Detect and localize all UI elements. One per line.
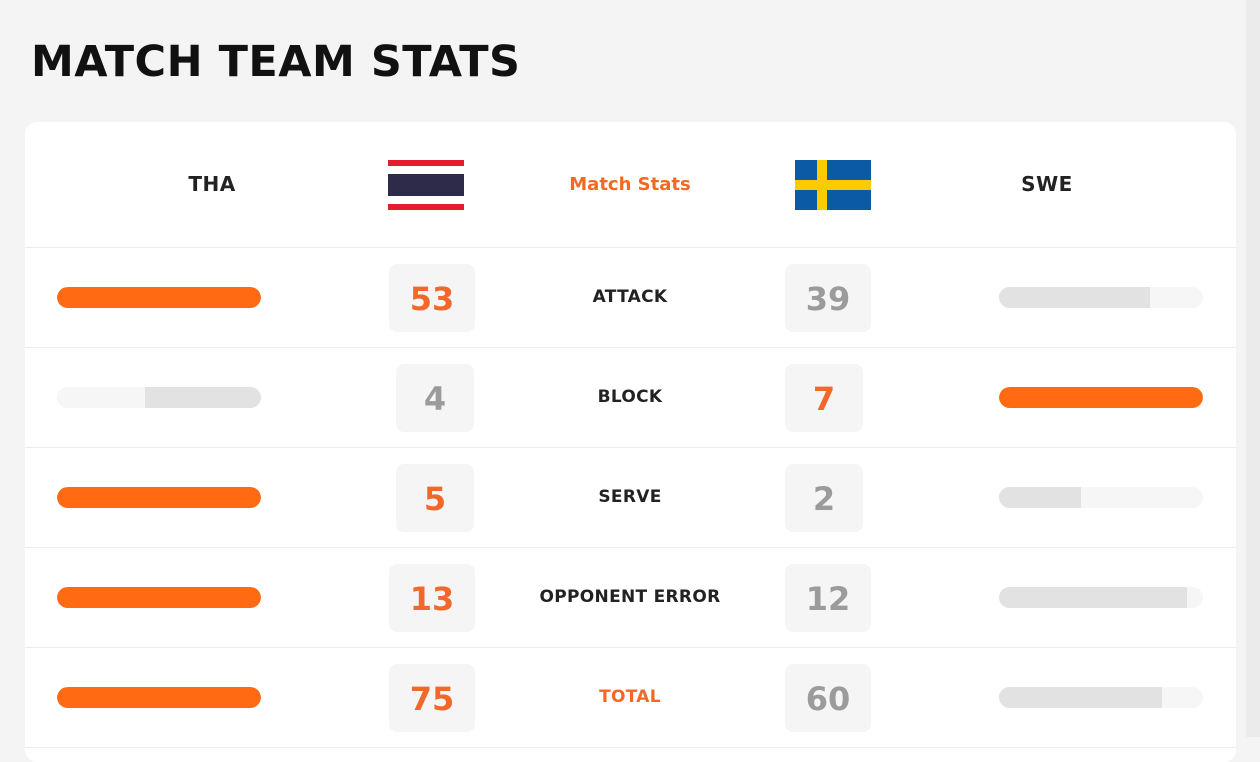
away-stat-bar bbox=[999, 287, 1203, 308]
home-stat-bar bbox=[57, 387, 261, 408]
team-stats-card: THA Match Stats SWE 53 ATTACK 39 4 BLOCK 7 5 SE… bbox=[25, 122, 1236, 762]
stats-header: THA Match Stats SWE bbox=[25, 122, 1236, 248]
stat-row: 75 TOTAL 60 bbox=[25, 648, 1236, 748]
home-stat-bar bbox=[57, 587, 261, 608]
home-stat-value: 75 bbox=[389, 664, 475, 732]
away-team-code: SWE bbox=[1021, 172, 1073, 196]
away-stat-bar bbox=[999, 487, 1203, 508]
stat-row: 53 ATTACK 39 bbox=[25, 248, 1236, 348]
away-stat-bar bbox=[999, 587, 1203, 608]
away-stat-bar-fill bbox=[999, 687, 1162, 708]
page-edge-divider bbox=[1246, 0, 1260, 737]
home-stat-bar-fill bbox=[57, 487, 261, 508]
away-stat-bar-fill bbox=[999, 387, 1203, 408]
home-stat-value: 4 bbox=[396, 364, 474, 432]
home-stat-value: 5 bbox=[396, 464, 474, 532]
away-stat-bar-fill bbox=[999, 287, 1150, 308]
away-stat-value: 39 bbox=[785, 264, 871, 332]
away-stat-bar-fill bbox=[999, 487, 1081, 508]
away-stat-value: 60 bbox=[785, 664, 871, 732]
stat-label: OPPONENT ERROR bbox=[539, 587, 721, 607]
stat-row: 4 BLOCK 7 bbox=[25, 348, 1236, 448]
stat-label: ATTACK bbox=[592, 287, 668, 307]
home-stat-bar-fill bbox=[57, 587, 261, 608]
stat-row: 13 OPPONENT ERROR 12 bbox=[25, 548, 1236, 648]
away-stat-value: 2 bbox=[785, 464, 863, 532]
home-stat-bar bbox=[57, 287, 261, 308]
home-stat-bar-fill bbox=[57, 287, 261, 308]
home-stat-bar bbox=[57, 687, 261, 708]
home-stat-bar-fill bbox=[145, 387, 261, 408]
page-title: MATCH TEAM STATS bbox=[31, 37, 521, 87]
stat-label: BLOCK bbox=[597, 387, 663, 407]
home-team-code: THA bbox=[188, 172, 236, 196]
stat-label: SERVE bbox=[598, 487, 662, 507]
stat-label: TOTAL bbox=[599, 687, 661, 707]
away-stat-bar-fill bbox=[999, 587, 1187, 608]
match-stats-label: Match Stats bbox=[569, 174, 691, 195]
stat-row: 5 SERVE 2 bbox=[25, 448, 1236, 548]
away-stat-bar bbox=[999, 687, 1203, 708]
away-stat-bar bbox=[999, 387, 1203, 408]
home-stat-value: 13 bbox=[389, 564, 475, 632]
thailand-flag-icon bbox=[388, 160, 464, 210]
away-stat-value: 12 bbox=[785, 564, 871, 632]
home-stat-value: 53 bbox=[389, 264, 475, 332]
away-stat-value: 7 bbox=[785, 364, 863, 432]
sweden-flag-icon bbox=[795, 160, 871, 210]
home-stat-bar bbox=[57, 487, 261, 508]
home-stat-bar-fill bbox=[57, 687, 261, 708]
